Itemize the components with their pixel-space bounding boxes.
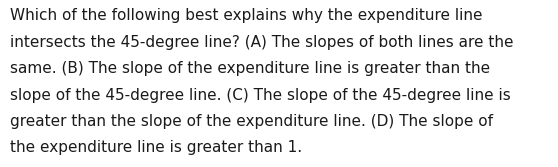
Text: the expenditure line is greater than 1.: the expenditure line is greater than 1.	[10, 140, 302, 155]
Text: slope of the 45-degree line. (C) The slope of the 45-degree line is: slope of the 45-degree line. (C) The slo…	[10, 88, 511, 103]
Text: same. (B) The slope of the expenditure line is greater than the: same. (B) The slope of the expenditure l…	[10, 61, 490, 76]
Text: greater than the slope of the expenditure line. (D) The slope of: greater than the slope of the expenditur…	[10, 114, 493, 129]
Text: intersects the 45-degree line? (A) The slopes of both lines are the: intersects the 45-degree line? (A) The s…	[10, 35, 513, 50]
Text: Which of the following best explains why the expenditure line: Which of the following best explains why…	[10, 8, 483, 23]
